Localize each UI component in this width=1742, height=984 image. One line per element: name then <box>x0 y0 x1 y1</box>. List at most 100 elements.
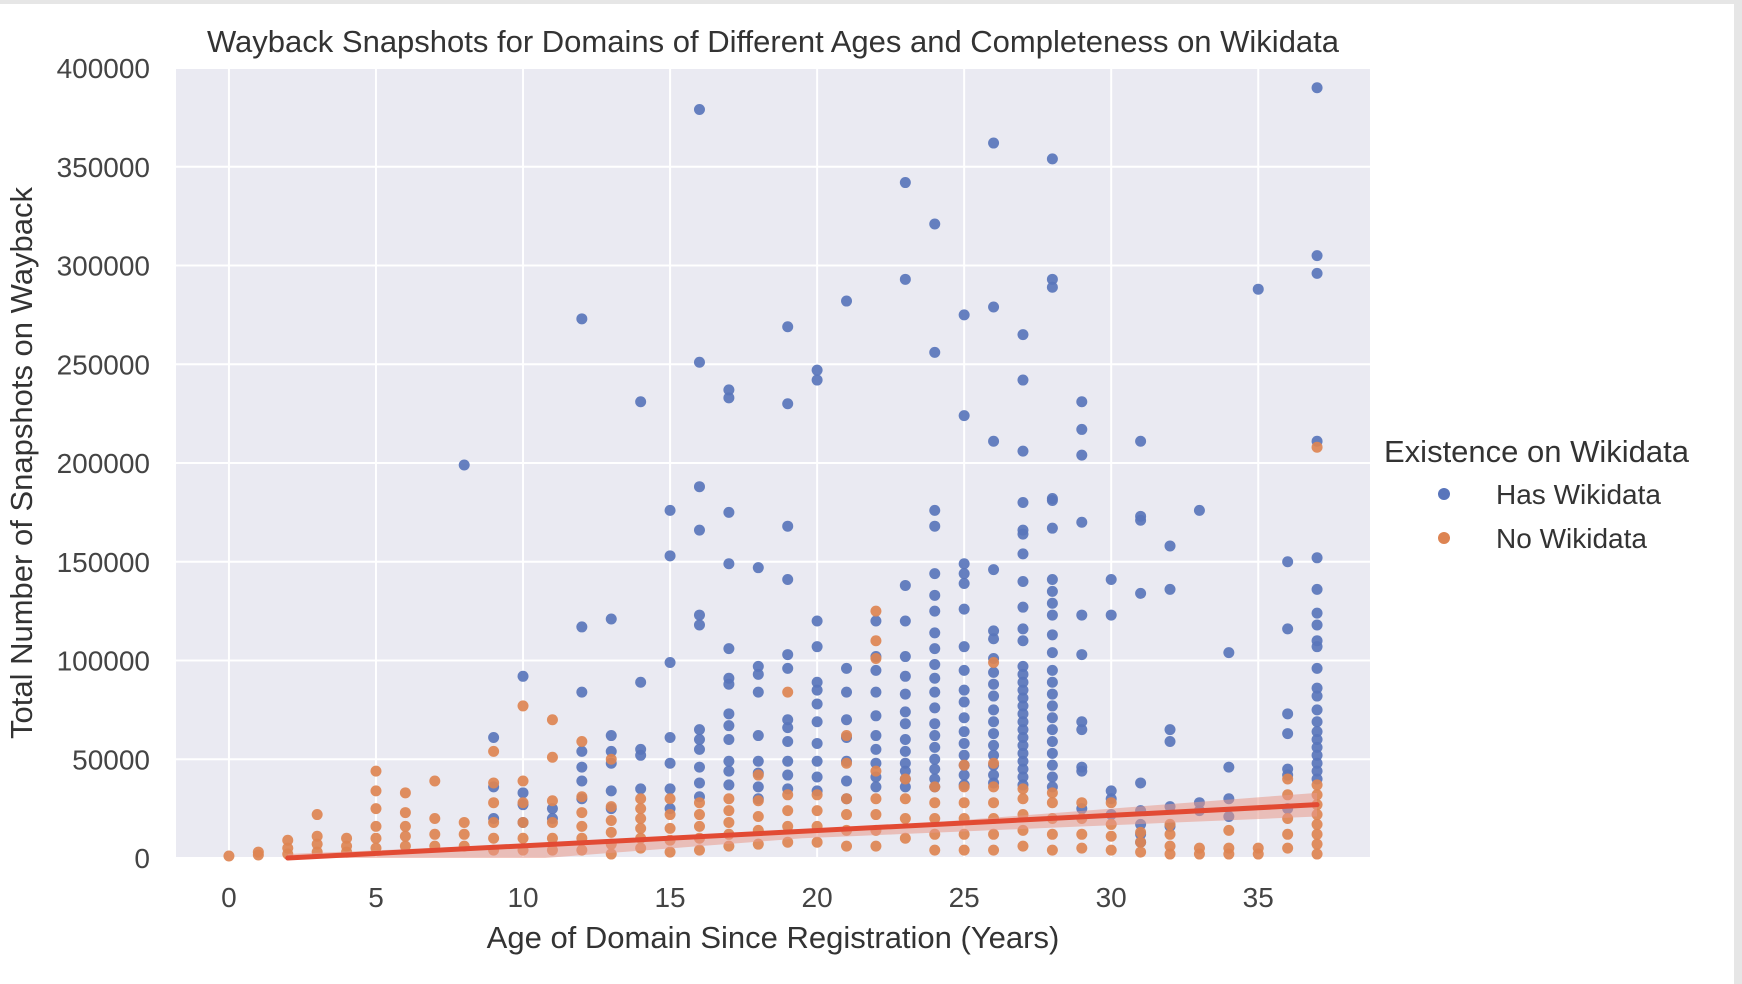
has-wikidata-point <box>899 273 911 285</box>
has-wikidata-point <box>693 724 705 736</box>
no-wikidata-point <box>458 828 470 840</box>
no-wikidata-point <box>546 832 558 844</box>
has-wikidata-point <box>1017 548 1029 560</box>
has-wikidata-point <box>958 769 970 781</box>
no-wikidata-point <box>1282 773 1294 785</box>
has-wikidata-point <box>958 577 970 589</box>
has-wikidata-point <box>782 662 794 674</box>
has-wikidata-point <box>929 686 941 698</box>
no-wikidata-point <box>693 820 705 832</box>
trend-regression-line <box>285 802 1320 861</box>
has-wikidata-point <box>988 633 1000 645</box>
no-wikidata-point <box>635 822 647 834</box>
no-wikidata-point <box>429 775 441 787</box>
has-wikidata-point <box>517 670 529 682</box>
y-tick-label: 150000 <box>57 547 150 578</box>
has-wikidata-point <box>1282 708 1294 720</box>
has-wikidata-point <box>752 686 764 698</box>
has-wikidata-point <box>899 177 911 189</box>
x-tick-label: 0 <box>221 882 237 913</box>
has-wikidata-point <box>899 745 911 757</box>
has-wikidata-point <box>1282 623 1294 635</box>
has-wikidata-point <box>1046 735 1058 747</box>
has-wikidata-point <box>1105 785 1117 797</box>
no-wikidata-point <box>429 813 441 824</box>
has-wikidata-point <box>782 714 794 726</box>
no-wikidata-point <box>958 781 970 793</box>
has-wikidata-point <box>841 775 853 787</box>
has-wikidata-point <box>782 398 794 410</box>
trend-line <box>285 792 1320 861</box>
x-tick-label: 35 <box>1243 882 1274 913</box>
has-wikidata-point <box>899 670 911 682</box>
no-wikidata-point <box>664 809 676 821</box>
has-wikidata-point <box>1046 700 1058 712</box>
has-wikidata-point <box>988 137 1000 149</box>
has-wikidata-point <box>782 574 794 586</box>
has-wikidata-point <box>1311 741 1323 753</box>
has-wikidata-point <box>1046 574 1058 586</box>
has-wikidata-point <box>1076 449 1088 461</box>
y-tick-label: 400000 <box>57 53 150 84</box>
has-wikidata-point <box>723 720 735 732</box>
has-wikidata-point <box>1017 732 1029 744</box>
has-wikidata-point <box>929 520 941 532</box>
has-wikidata-point <box>1311 682 1323 694</box>
no-wikidata-point <box>1311 818 1323 830</box>
has-wikidata-point <box>576 761 588 773</box>
no-wikidata-point <box>1076 842 1088 854</box>
has-wikidata-point <box>1017 329 1029 341</box>
no-wikidata-point <box>311 830 323 842</box>
no-wikidata-point <box>546 816 558 828</box>
no-wikidata-point <box>1076 828 1088 840</box>
has-wikidata-point <box>782 321 794 333</box>
has-wikidata-point <box>899 615 911 627</box>
has-wikidata-point <box>1017 676 1029 688</box>
no-wikidata-point <box>546 714 558 726</box>
has-wikidata-point <box>1311 734 1323 745</box>
no-wikidata-point <box>899 793 911 805</box>
has-wikidata-point <box>605 730 617 742</box>
has-wikidata-point <box>958 737 970 749</box>
no-wikidata-point <box>370 785 382 797</box>
no-wikidata-point <box>1046 797 1058 809</box>
no-wikidata-point <box>576 791 588 803</box>
has-wikidata-point <box>723 765 735 777</box>
no-wikidata-point <box>841 793 853 805</box>
has-wikidata-point <box>693 524 705 536</box>
has-wikidata-point <box>1017 668 1029 680</box>
has-wikidata-point <box>723 779 735 791</box>
no-wikidata-point <box>399 840 411 852</box>
has-wikidata-point <box>752 755 764 767</box>
has-wikidata-point <box>458 459 470 471</box>
has-wikidata-point <box>576 686 588 698</box>
has-wikidata-point <box>782 649 794 661</box>
has-wikidata-point <box>1046 712 1058 724</box>
has-wikidata-point <box>1135 587 1147 599</box>
has-wikidata-point <box>988 564 1000 576</box>
has-wikidata-point <box>693 734 705 745</box>
has-wikidata-point <box>958 568 970 580</box>
no-wikidata-point <box>811 836 823 848</box>
has-wikidata-point <box>664 504 676 516</box>
no-wikidata-point <box>252 849 264 861</box>
y-tick-label: 200000 <box>57 448 150 479</box>
has-wikidata-point <box>1135 435 1147 447</box>
has-wikidata-point <box>693 609 705 621</box>
y-tick-label: 50000 <box>72 744 150 775</box>
no-wikidata-point <box>1164 840 1176 852</box>
has-wikidata-point <box>1017 739 1029 751</box>
no-wikidata-point <box>1017 793 1029 805</box>
has-wikidata-point <box>1282 556 1294 568</box>
has-wikidata-point <box>899 734 911 745</box>
no-wikidata-point <box>458 816 470 828</box>
has-wikidata-point <box>929 643 941 655</box>
has-wikidata-point <box>1252 283 1264 295</box>
has-wikidata-point <box>1046 724 1058 736</box>
no-wikidata-point <box>1252 848 1264 860</box>
frame-top-border <box>0 0 1742 4</box>
no-wikidata-point <box>517 775 529 787</box>
has-wikidata-point <box>635 676 647 688</box>
has-wikidata-point <box>1076 423 1088 435</box>
no-wikidata-point <box>576 735 588 747</box>
